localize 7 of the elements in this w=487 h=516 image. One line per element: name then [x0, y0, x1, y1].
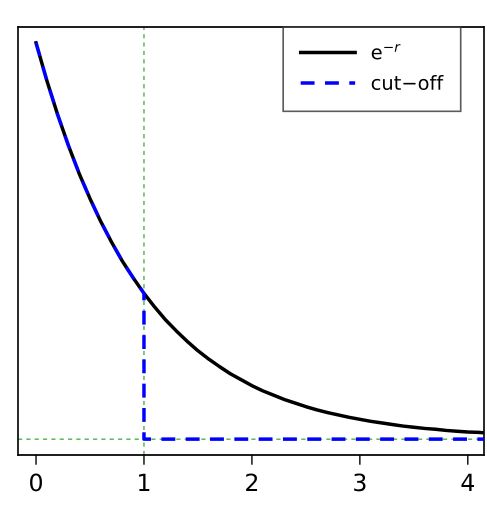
x-tick-label: 4	[461, 474, 474, 491]
x-tick-label: 2	[246, 473, 258, 491]
x-tick-label: 3	[354, 473, 366, 492]
legend-label: cut−off	[372, 74, 444, 90]
x-tick-label: 1	[139, 474, 150, 491]
legend-label: e$^{−r}$	[372, 44, 401, 60]
x-tick-label: 0	[30, 473, 42, 492]
